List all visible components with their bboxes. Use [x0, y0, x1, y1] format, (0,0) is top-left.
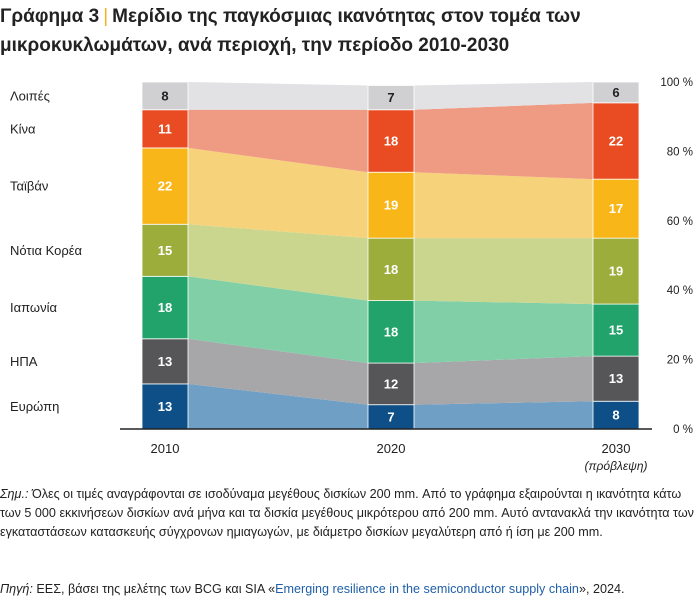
bar-segment [367, 237, 415, 302]
bar-segment [592, 355, 640, 402]
band-2-1 [414, 300, 593, 364]
bar-segment [592, 400, 640, 430]
source-label: Πηγή: [0, 582, 33, 596]
bar-segment [141, 81, 189, 111]
data-label: 18 [384, 262, 398, 277]
notes-text: Όλες οι τιμές αναγράφονται σε ισοδύναμα … [0, 487, 694, 539]
x-tick-sublabel: (πρόβλεψη) [584, 459, 647, 473]
band-4-0 [188, 147, 368, 239]
data-label: 22 [609, 133, 623, 148]
x-tick-label: 2020 [377, 441, 406, 456]
band-0-1 [414, 401, 593, 429]
bar-segment [141, 383, 189, 430]
x-tick-label: 2010 [151, 441, 180, 456]
band-3-1 [414, 238, 593, 305]
data-label: 13 [158, 354, 172, 369]
band-0-0 [188, 383, 368, 429]
data-label: 7 [387, 90, 394, 105]
y-tick-label: 60 % [667, 216, 693, 228]
bar-segment [367, 362, 415, 406]
title-line-1: Μερίδιο της παγκόσμιας ικανότητας στον τ… [112, 6, 581, 27]
band-5-0 [188, 109, 368, 173]
data-label: 15 [158, 243, 172, 258]
data-label: 13 [158, 399, 172, 414]
legend-label: Λοιπές [10, 88, 50, 103]
bar-segment [141, 275, 189, 340]
data-label: 12 [384, 376, 398, 391]
chart-number: Γράφημα 3 [0, 6, 100, 27]
title-line-2: μικροκυκλωμάτων, ανά περιοχή, την περίοδ… [0, 35, 510, 56]
title-separator: | [103, 6, 109, 27]
legend-label: Ιαπωνία [10, 300, 57, 315]
data-label: 18 [158, 300, 172, 315]
bar-segment [367, 404, 415, 430]
data-label: 13 [609, 371, 623, 386]
y-tick-label: 40 % [667, 285, 693, 297]
band-5-1 [414, 102, 593, 180]
y-tick-label: 0 % [673, 424, 693, 436]
source-link[interactable]: Emerging resilience in the semiconductor… [275, 582, 579, 596]
bar-segment [367, 85, 415, 111]
data-label: 19 [609, 264, 623, 279]
chart-title: Γράφημα 3 | Μερίδιο της παγκόσμιας ικανότη… [0, 2, 690, 60]
bar-segment [367, 109, 415, 173]
bar-segment [592, 303, 640, 357]
source-tail: », 2024. [578, 582, 625, 596]
data-label: 22 [158, 179, 172, 194]
bar-segment [141, 147, 189, 225]
chart-notes: Σημ.: Όλες οι τιμές αναγράφονται σε ισοδ… [0, 485, 698, 542]
data-label: 8 [612, 408, 619, 423]
data-label: 19 [384, 198, 398, 213]
band-4-1 [414, 172, 593, 239]
chart-source: Πηγή: ΕΕΣ, βάσει της μελέτης των BCG και… [0, 580, 700, 599]
bar-segment [592, 81, 640, 104]
legend-label: Κίνα [10, 121, 36, 136]
source-text: ΕΕΣ, βάσει της μελέτης των BCG και SIA « [36, 582, 276, 596]
y-tick-label: 80 % [667, 146, 693, 158]
data-label: 11 [158, 121, 172, 136]
legend-label: Ταϊβάν [10, 179, 48, 194]
bar-segment [592, 178, 640, 239]
legend-label: ΗΠΑ [10, 354, 38, 369]
legend-label: Νότια Κορέα [10, 243, 83, 258]
band-1-0 [188, 338, 368, 405]
notes-label: Σημ.: [0, 487, 29, 501]
y-tick-label: 100 % [660, 77, 693, 89]
bar-segment [141, 338, 189, 385]
x-tick-label: 2030 [602, 441, 631, 456]
data-label: 6 [612, 85, 619, 100]
band-3-0 [188, 224, 368, 301]
data-label: 7 [387, 409, 394, 424]
stacked-bar-chart: 13 7 8 13 12 13 18 18 15 15 18 19 22 19 17 11 18 22 8 7 6 Ευρ… [10, 77, 693, 473]
band-6-0 [188, 82, 368, 110]
band-1-1 [414, 356, 593, 405]
bar-segment [592, 102, 640, 180]
bar-segment [592, 237, 640, 305]
bar-segment [141, 109, 189, 149]
legend-label: Ευρώπη [10, 399, 59, 414]
data-label: 18 [384, 133, 398, 148]
data-label: 17 [609, 201, 623, 216]
bar-segment [367, 171, 415, 239]
data-label: 8 [161, 88, 168, 103]
y-tick-label: 20 % [667, 355, 693, 367]
data-label: 15 [609, 323, 623, 338]
bar-segment [141, 223, 189, 277]
data-label: 18 [384, 324, 398, 339]
band-6-1 [414, 82, 593, 110]
band-2-0 [188, 276, 368, 364]
